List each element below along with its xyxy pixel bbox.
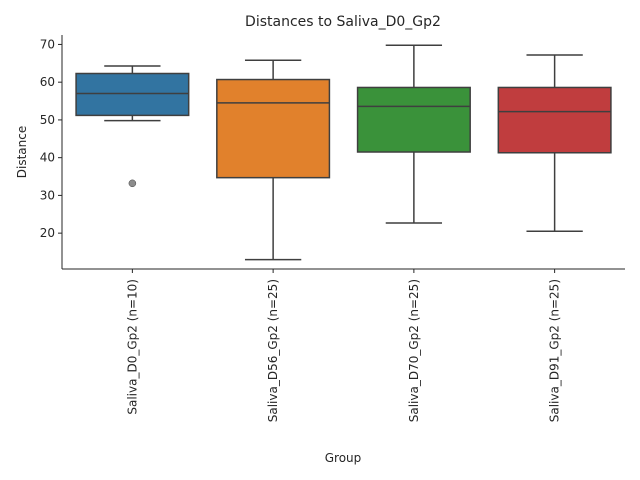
x-tick-label: Saliva_D0_Gp2 (n=10) — [125, 279, 139, 415]
box-iqr — [497, 86, 612, 154]
y-tick-label: 20 — [40, 226, 55, 240]
y-tick-label: 30 — [40, 188, 55, 202]
y-tick-label: 70 — [40, 37, 55, 51]
x-tick-label: Saliva_D70_Gp2 (n=25) — [407, 279, 421, 422]
box-iqr — [216, 78, 331, 179]
y-axis-ticks: 20 30 40 50 60 70 — [40, 37, 62, 240]
box-group — [497, 54, 612, 233]
x-axis-ticks: Saliva_D0_Gp2 (n=10) Saliva_D56_Gp2 (n=25… — [125, 269, 562, 422]
box-iqr — [356, 86, 471, 153]
box-group — [216, 59, 331, 261]
x-tick-label: Saliva_D91_Gp2 (n=25) — [548, 279, 562, 422]
y-axis-title: Distance — [15, 126, 29, 178]
chart-title: Distances to Saliva_D0_Gp2 — [245, 14, 441, 30]
x-axis-title: Group — [325, 451, 362, 465]
plot-area — [75, 44, 612, 261]
y-tick-label: 60 — [40, 75, 55, 89]
outlier-point — [128, 179, 137, 188]
box-iqr — [75, 72, 190, 117]
y-tick-label: 50 — [40, 113, 55, 127]
x-tick-label: Saliva_D56_Gp2 (n=25) — [266, 279, 280, 422]
box-group — [75, 65, 190, 188]
y-tick-label: 40 — [40, 151, 55, 165]
box-group — [356, 44, 471, 224]
